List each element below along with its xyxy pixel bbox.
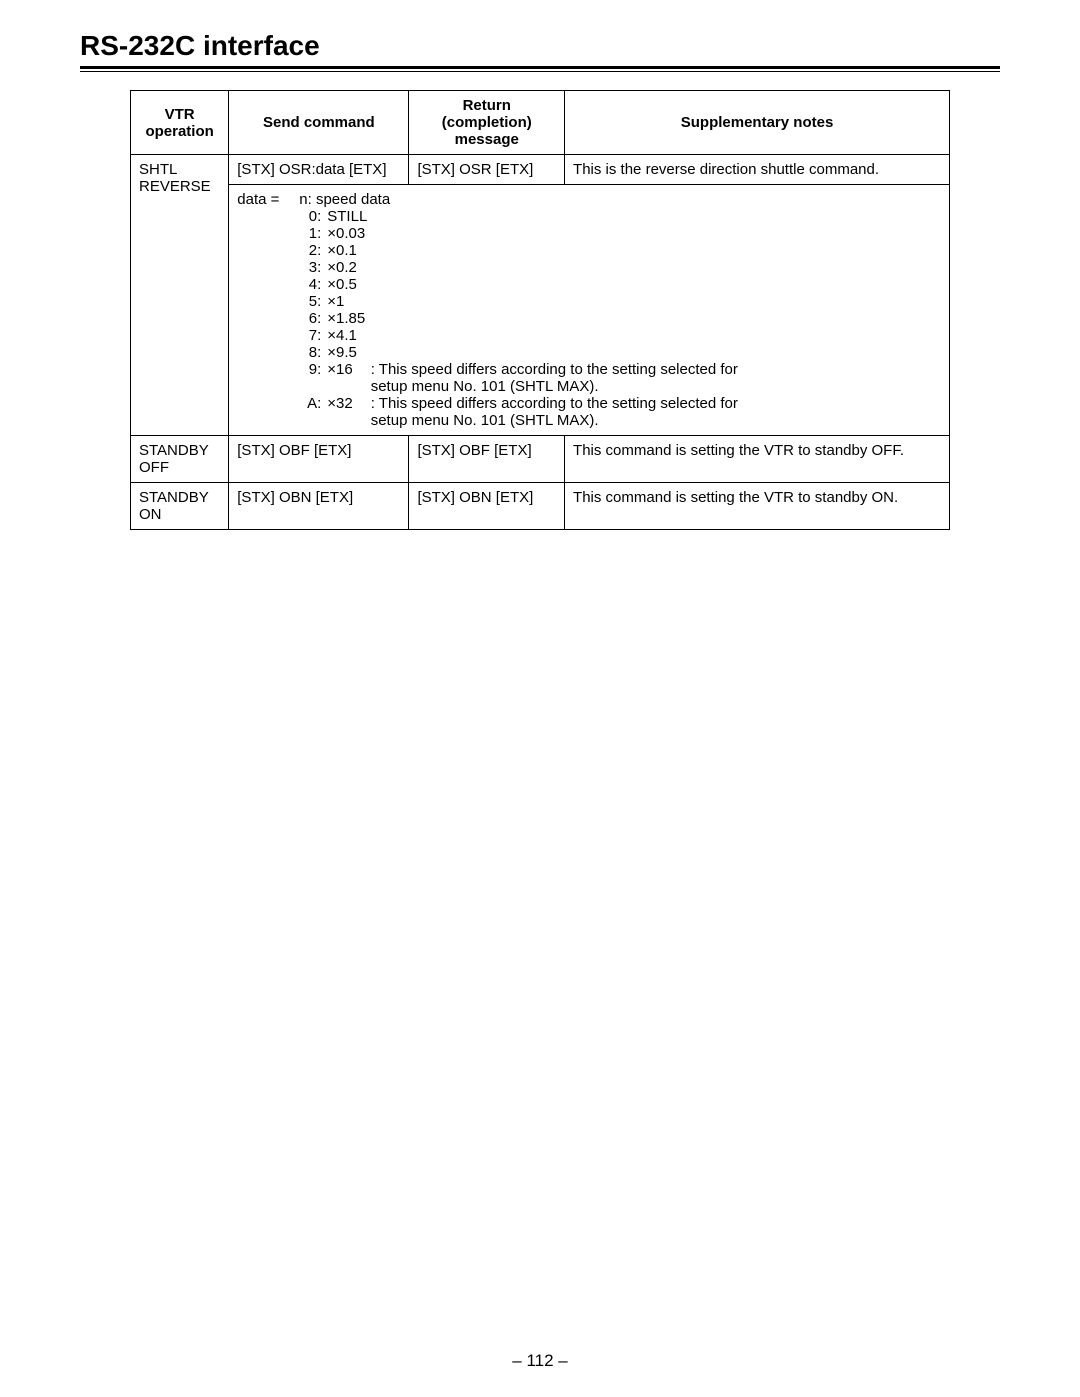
cell-send: [STX] OSR:data [ETX] <box>229 155 409 185</box>
speed-val: ×1 <box>327 293 344 310</box>
page-title: RS-232C interface <box>80 30 1000 62</box>
cell-note: This is the reverse direction shuttle co… <box>565 155 950 185</box>
speed-val: ×0.5 <box>327 276 357 293</box>
cell-operation: STANDBY OFF <box>131 436 229 483</box>
th-op-l1: VTR <box>165 106 195 123</box>
title-rule-thin <box>80 71 1000 72</box>
speed-item: 6:×1.85 <box>237 310 941 327</box>
speed-val: ×0.2 <box>327 259 357 276</box>
op-l1: SHTL <box>139 161 177 178</box>
speed-note: setup menu No. 101 (SHTL MAX). <box>353 412 941 429</box>
op-l2: REVERSE <box>139 178 211 195</box>
table-row: SHTL REVERSE [STX] OSR:data [ETX] [STX] … <box>131 155 950 185</box>
op-l2: OFF <box>139 459 169 476</box>
th-operation: VTR operation <box>131 91 229 155</box>
th-send: Send command <box>229 91 409 155</box>
cell-send: [STX] OBN [ETX] <box>229 483 409 530</box>
table-header-row: VTR operation Send command Return (compl… <box>131 91 950 155</box>
cell-return: [STX] OSR [ETX] <box>409 155 565 185</box>
table-row: STANDBY OFF [STX] OBF [ETX] [STX] OBF [E… <box>131 436 950 483</box>
th-return: Return (completion) message <box>409 91 565 155</box>
speed-key: 6: <box>237 310 327 327</box>
cell-return: [STX] OBN [ETX] <box>409 483 565 530</box>
speed-key: 0: <box>237 208 327 225</box>
speed-item: 3:×0.2 <box>237 259 941 276</box>
speed-note: : This speed differs according to the se… <box>353 395 941 412</box>
page-number: – 112 – <box>0 1351 1080 1371</box>
speed-item: A:×32: This speed differs according to t… <box>237 395 941 412</box>
cell-operation: SHTL REVERSE <box>131 155 229 436</box>
speed-item: 2:×0.1 <box>237 242 941 259</box>
speed-val: ×1.85 <box>327 310 365 327</box>
speed-key: 5: <box>237 293 327 310</box>
speed-val: ×0.1 <box>327 242 357 259</box>
speed-key: 4: <box>237 276 327 293</box>
command-table: VTR operation Send command Return (compl… <box>130 90 950 530</box>
table-row: STANDBY ON [STX] OBN [ETX] [STX] OBN [ET… <box>131 483 950 530</box>
speed-item: 5:×1 <box>237 293 941 310</box>
speed-val: ×9.5 <box>327 344 357 361</box>
speed-val: ×16 <box>327 361 352 378</box>
speed-key: 9: <box>237 361 327 378</box>
speed-key: 3: <box>237 259 327 276</box>
speed-key: 2: <box>237 242 327 259</box>
speed-note-continue: ×32 setup menu No. 101 (SHTL MAX). <box>237 412 941 429</box>
speed-intro-val: n: speed data <box>299 191 390 208</box>
speed-pad <box>237 378 327 395</box>
speed-item: 9:×16: This speed differs according to t… <box>237 361 941 378</box>
speed-item: 4:×0.5 <box>237 276 941 293</box>
speed-item: 1:×0.03 <box>237 225 941 242</box>
cell-return: [STX] OBF [ETX] <box>409 436 565 483</box>
title-rule-thick <box>80 66 1000 69</box>
th-ret-l1: Return (completion) <box>442 97 532 131</box>
cell-note: This command is setting the VTR to stand… <box>565 483 950 530</box>
speed-intro: data =n: speed data <box>237 191 941 208</box>
speed-key: A: <box>237 395 327 412</box>
cell-note: This command is setting the VTR to stand… <box>565 436 950 483</box>
cell-speed-data: data =n: speed data0:STILL1:×0.032:×0.13… <box>229 185 950 436</box>
speed-note-continue: ×16 setup menu No. 101 (SHTL MAX). <box>237 378 941 395</box>
speed-pad <box>237 412 327 429</box>
speed-intro-key: data = <box>237 191 299 208</box>
cell-send: [STX] OBF [ETX] <box>229 436 409 483</box>
speed-val: STILL <box>327 208 367 225</box>
speed-val: ×32 <box>327 395 352 412</box>
speed-key: 7: <box>237 327 327 344</box>
speed-item: 8:×9.5 <box>237 344 941 361</box>
th-op-l2: operation <box>145 123 213 140</box>
speed-item: 7:×4.1 <box>237 327 941 344</box>
th-notes: Supplementary notes <box>565 91 950 155</box>
table-row: data =n: speed data0:STILL1:×0.032:×0.13… <box>131 185 950 436</box>
op-l1: STANDBY <box>139 442 209 459</box>
th-ret-l2: message <box>455 131 519 148</box>
content: VTR operation Send command Return (compl… <box>80 90 1000 530</box>
speed-note: : This speed differs according to the se… <box>353 361 941 378</box>
cell-operation: STANDBY ON <box>131 483 229 530</box>
speed-key: 1: <box>237 225 327 242</box>
op-l1: STANDBY <box>139 489 209 506</box>
speed-note: setup menu No. 101 (SHTL MAX). <box>353 378 941 395</box>
speed-val: ×4.1 <box>327 327 357 344</box>
speed-item: 0:STILL <box>237 208 941 225</box>
speed-val: ×0.03 <box>327 225 365 242</box>
op-l2: ON <box>139 506 162 523</box>
speed-key: 8: <box>237 344 327 361</box>
